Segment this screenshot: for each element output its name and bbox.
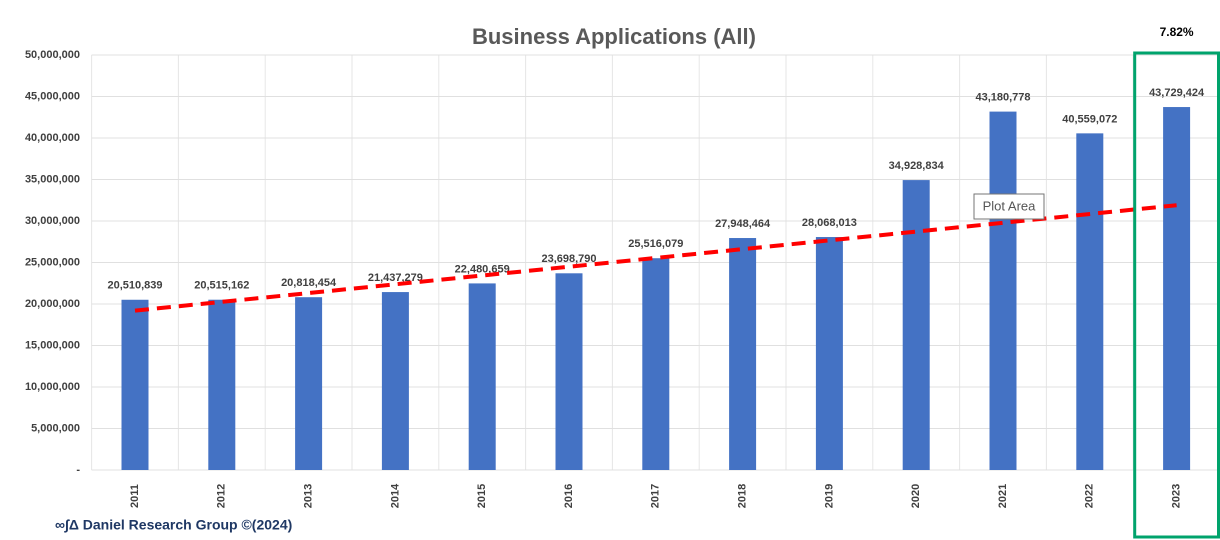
x-tick-label: 2015 bbox=[476, 484, 488, 508]
y-tick-label: 25,000,000 bbox=[25, 256, 80, 268]
y-tick-label: 30,000,000 bbox=[25, 215, 80, 227]
bar bbox=[1076, 133, 1104, 471]
highlight-box bbox=[1133, 51, 1220, 539]
bar bbox=[729, 238, 757, 470]
x-tick-label: 2012 bbox=[216, 484, 228, 508]
x-tick-label: 2019 bbox=[823, 484, 835, 508]
bar bbox=[468, 283, 496, 470]
tooltip-text: Plot Area bbox=[983, 198, 1037, 213]
bar bbox=[121, 299, 149, 470]
x-tick-label: 2018 bbox=[737, 484, 749, 508]
y-tick-label: 50,000,000 bbox=[25, 49, 80, 61]
bar bbox=[208, 299, 236, 470]
data-label: 27,948,464 bbox=[715, 218, 771, 230]
data-label: 20,818,454 bbox=[281, 277, 337, 289]
y-tick-label: 15,000,000 bbox=[25, 339, 80, 351]
x-tick-label: 2020 bbox=[910, 484, 922, 508]
data-label: 43,729,424 bbox=[1149, 87, 1205, 99]
data-label: 40,559,072 bbox=[1062, 113, 1117, 125]
data-label: 22,480,659 bbox=[455, 263, 510, 275]
footer: ∞∫Δ Daniel Research Group ©(2024) bbox=[55, 517, 292, 534]
x-tick-label: 2013 bbox=[303, 484, 315, 508]
y-tick-label: 40,000,000 bbox=[25, 132, 80, 144]
x-tick-label: 2014 bbox=[389, 483, 401, 508]
data-label: 23,698,790 bbox=[541, 253, 596, 265]
x-tick-label: 2022 bbox=[1084, 484, 1096, 508]
x-tick-label: 2016 bbox=[563, 484, 575, 508]
y-tick-label: 20,000,000 bbox=[25, 298, 80, 310]
bar bbox=[555, 273, 583, 470]
data-label: 20,515,162 bbox=[194, 280, 249, 292]
y-tick-label: 10,000,000 bbox=[25, 381, 80, 393]
x-tick-label: 2017 bbox=[650, 484, 662, 508]
bar bbox=[902, 180, 930, 470]
y-tick-label: 35,000,000 bbox=[25, 173, 80, 185]
data-label: 28,068,013 bbox=[802, 217, 857, 229]
y-tick-label: 5,000,000 bbox=[31, 422, 80, 434]
bar bbox=[295, 297, 323, 470]
highlight-label: 7.82% bbox=[1160, 25, 1194, 39]
y-tick-label: - bbox=[76, 464, 80, 476]
data-label: 21,437,279 bbox=[368, 272, 423, 284]
bar bbox=[989, 111, 1017, 470]
bar bbox=[1163, 107, 1191, 471]
x-tick-label: 2011 bbox=[129, 484, 141, 508]
data-label: 43,180,778 bbox=[975, 92, 1030, 104]
bar bbox=[381, 292, 409, 470]
data-label: 25,516,079 bbox=[628, 238, 683, 250]
bar bbox=[642, 258, 670, 470]
x-tick-label: 2021 bbox=[997, 484, 1009, 508]
bar bbox=[815, 237, 843, 470]
data-label: 20,510,839 bbox=[107, 280, 162, 292]
y-tick-label: 45,000,000 bbox=[25, 90, 80, 102]
x-tick-label: 2023 bbox=[1171, 484, 1183, 508]
data-label: 34,928,834 bbox=[889, 160, 945, 172]
tooltip-box bbox=[973, 193, 1045, 220]
chart-title: Business Applications (All) bbox=[472, 24, 756, 49]
